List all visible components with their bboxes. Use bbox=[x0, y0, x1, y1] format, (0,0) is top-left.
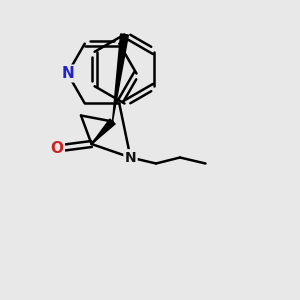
Text: N: N bbox=[61, 66, 74, 81]
Polygon shape bbox=[92, 119, 115, 144]
Text: N: N bbox=[125, 151, 136, 164]
Text: O: O bbox=[50, 141, 64, 156]
Polygon shape bbox=[112, 34, 128, 122]
